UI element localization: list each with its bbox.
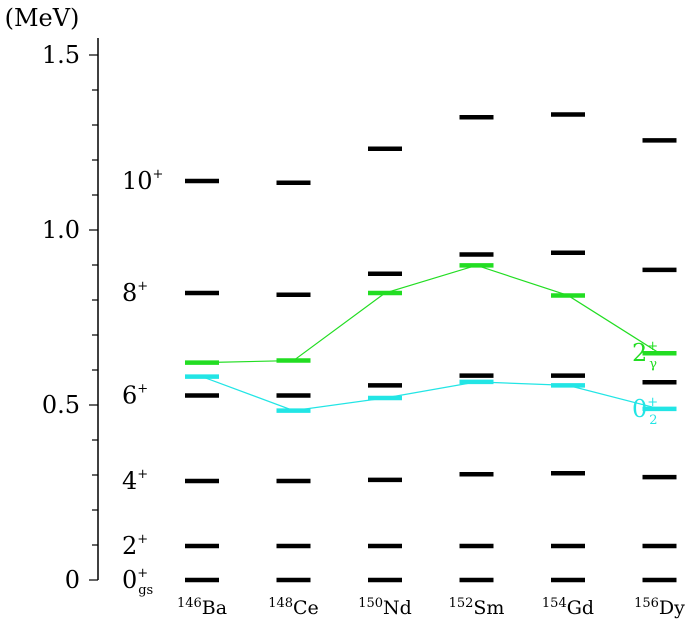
level-bars: [185, 112, 677, 583]
band-line-2γ: [201, 264, 660, 364]
spin-label-8: 8+: [122, 279, 148, 307]
spin-label-6: 6+: [122, 382, 148, 410]
y-tick-label: 1.0: [42, 216, 80, 244]
nucleus-label-Nd: 150Nd: [358, 596, 412, 619]
spin-label-4: 4+: [122, 467, 148, 495]
y-axis-label: (MeV): [5, 4, 80, 32]
band-connectors: [201, 264, 660, 412]
labels: 0+ gs 2+ 4+ 6+ 8+ 10+ 2+ γ 0+ 2 146Ba 148Ce 150Nd 152S…: [122, 167, 685, 619]
nucleus-label-Ba: 146Ba: [177, 596, 227, 619]
y-tick-label: 0: [65, 566, 80, 594]
y-tick-label: 1.5: [42, 41, 80, 69]
spin-label-0: 0+ gs: [122, 566, 153, 598]
nucleus-label-Ce: 148Ce: [268, 596, 319, 619]
nucleus-label-Sm: 152Sm: [449, 596, 505, 619]
nucleus-label-Dy: 156Dy: [634, 596, 685, 619]
nucleus-label-Gd: 154Gd: [542, 596, 594, 619]
spin-label-10: 10+: [122, 167, 163, 195]
band-label-02: 0+ 2: [632, 395, 658, 428]
band-label-2γ: 2+ γ: [632, 339, 658, 372]
spin-label-2: 2+: [122, 532, 148, 560]
y-tick-label: 0.5: [42, 391, 80, 419]
band-line-02: [201, 376, 660, 412]
y-axis: 0 0.5 1.0 1.5 (MeV): [5, 4, 99, 594]
